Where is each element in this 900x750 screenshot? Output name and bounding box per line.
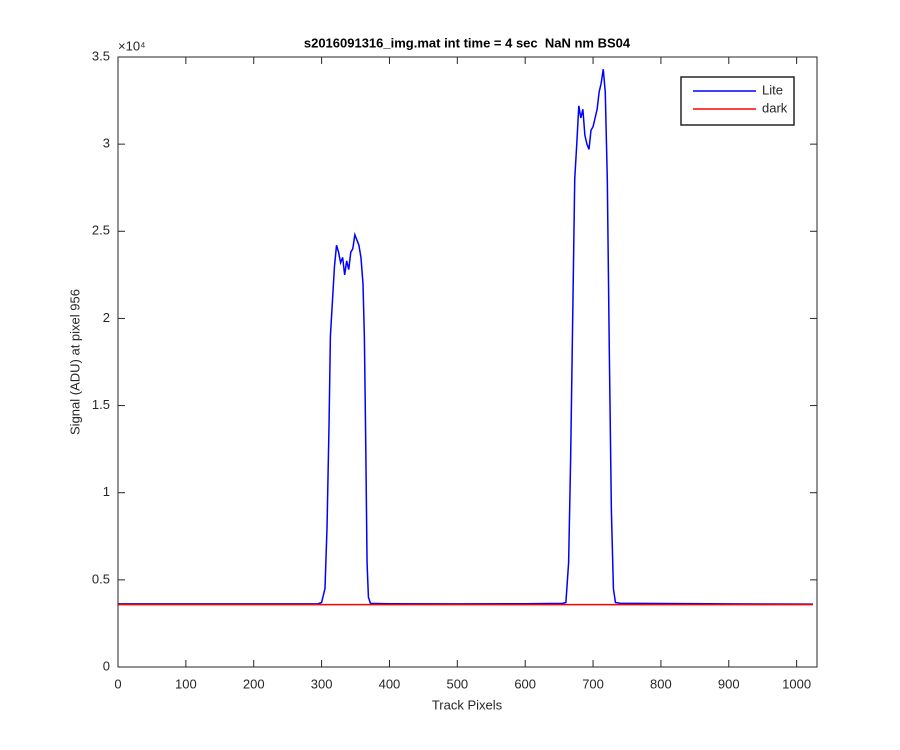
x-tick-label: 100: [175, 676, 197, 691]
x-tick-label: 0: [114, 676, 121, 691]
x-tick-label: 500: [446, 676, 468, 691]
legend-label: Lite: [762, 82, 783, 97]
x-tick-label: 900: [718, 676, 740, 691]
y-tick-label: 0.5: [92, 571, 110, 586]
x-tick-label: 700: [582, 676, 604, 691]
x-tick-label: 400: [379, 676, 401, 691]
y-tick-label: 1: [103, 484, 110, 499]
chart-title: s2016091316_img.mat int time = 4 sec NaN…: [304, 35, 631, 50]
y-tick-label: 2: [103, 310, 110, 325]
x-tick-label: 600: [514, 676, 536, 691]
x-tick-label: 300: [311, 676, 333, 691]
y-tick-label: 2.5: [92, 223, 110, 238]
x-tick-label: 1000: [782, 676, 811, 691]
y-tick-label: 1.5: [92, 397, 110, 412]
axes-box: [117, 56, 818, 668]
legend-label: dark: [762, 100, 788, 115]
legend-box: [680, 76, 795, 126]
y-exponent: ×10⁴: [118, 38, 146, 53]
y-tick-label: 0: [103, 658, 110, 673]
plot-area: [118, 57, 817, 667]
x-tick-label: 200: [243, 676, 265, 691]
x-tick-label: 800: [650, 676, 672, 691]
x-axis-label: Track Pixels: [432, 697, 503, 712]
y-tick-label: 3.5: [92, 48, 110, 63]
y-tick-label: 3: [103, 136, 110, 151]
y-axis-label: Signal (ADU) at pixel 956: [67, 289, 82, 435]
